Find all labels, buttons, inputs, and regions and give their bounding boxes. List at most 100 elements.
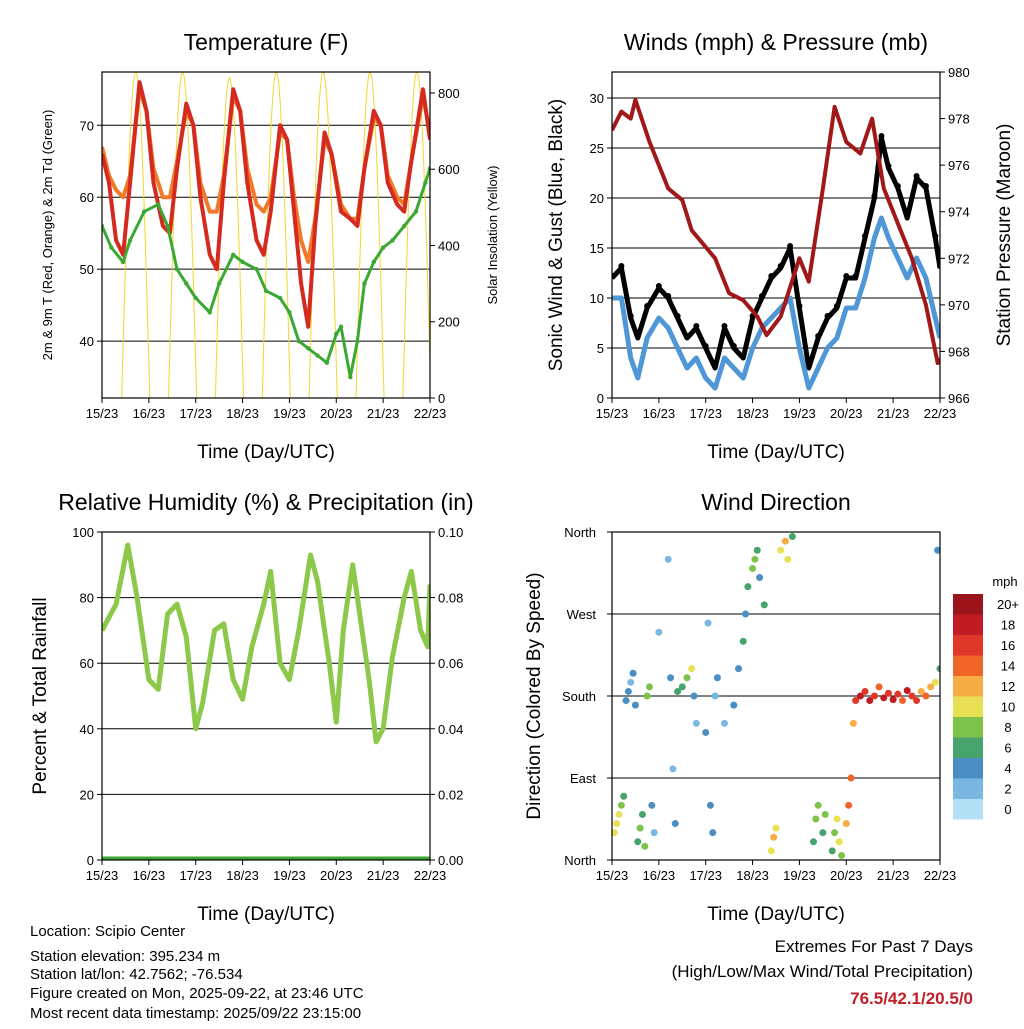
x-tick-label: 20/23: [320, 868, 353, 883]
wind-direction-point: [617, 801, 625, 809]
y-tick-label: West: [567, 607, 597, 622]
wind-direction-point: [831, 829, 839, 837]
wind-direction-point: [702, 728, 710, 736]
wind-direction-point: [742, 610, 750, 618]
wind-direction-point: [913, 697, 921, 705]
y2-axis-label: Station Pressure (Maroon): [994, 124, 1015, 347]
y2-tick-label: 972: [948, 251, 970, 266]
panel-4: [607, 531, 983, 865]
speed-legend: [953, 594, 983, 820]
wind-direction-point: [704, 619, 712, 627]
x-tick-label: 21/23: [877, 406, 910, 421]
gust-point: [665, 293, 672, 299]
gust-point: [894, 183, 901, 189]
wind-direction-point: [638, 810, 646, 818]
wind-direction-point: [847, 774, 855, 782]
wind-direction-point: [908, 692, 916, 700]
y2-tick-label: 0.08: [438, 591, 463, 606]
gust-point: [904, 213, 911, 219]
y2-tick-label: 966: [948, 391, 970, 406]
y-tick-label: 10: [590, 291, 604, 306]
y-axis-label: Direction (Colored By Speed): [524, 572, 545, 819]
extremes-values: 76.5/42.1/20.5/0: [850, 989, 973, 1008]
wind-direction-point: [875, 683, 883, 691]
wind-direction-point: [838, 851, 846, 859]
x-tick-label: 19/23: [783, 868, 816, 883]
gust-point: [740, 353, 747, 359]
x-tick-label: 15/23: [86, 406, 119, 421]
y-tick-label: 70: [80, 118, 94, 133]
gust-point: [634, 333, 641, 339]
gust-point: [787, 243, 794, 249]
gust-point: [878, 133, 885, 139]
wind-direction-point: [880, 694, 888, 702]
gust-point: [683, 333, 690, 339]
y-tick-label: 100: [72, 525, 94, 540]
legend-label: 10: [1001, 700, 1015, 715]
wind-direction-point: [667, 674, 675, 682]
wind-direction-point: [739, 637, 747, 645]
legend-label: 4: [1004, 761, 1011, 776]
wind-direction-point: [781, 537, 789, 545]
gust-point: [768, 273, 775, 279]
y-axis-label: 2m & 9m T (Red, Orange) & 2m Td (Green): [40, 110, 55, 361]
y2-tick-label: 0.00: [438, 853, 463, 868]
gust-point: [805, 363, 812, 369]
legend-swatch: [953, 676, 983, 697]
wind-direction-point: [664, 555, 672, 563]
gust-point: [612, 273, 615, 279]
wind-direction-point: [669, 765, 677, 773]
wind-direction-point: [622, 697, 630, 705]
gust-point: [674, 313, 681, 319]
y2-tick-label: 976: [948, 158, 970, 173]
series-rh-line: [102, 542, 430, 745]
wind-direction-point: [641, 842, 649, 850]
info-location: Location: Scipio Center: [30, 923, 185, 940]
wind-direction-point: [692, 719, 700, 727]
wind-direction-point: [899, 697, 907, 705]
x-tick-label: 18/23: [226, 406, 259, 421]
wind-direction-point: [634, 838, 642, 846]
wind-direction-point: [627, 678, 635, 686]
wind-direction-point: [655, 628, 663, 636]
y2-tick-label: 980: [948, 65, 970, 80]
x-tick-label: 16/23: [643, 868, 676, 883]
info-recent: Most recent data timestamp: 2025/09/22 2…: [30, 1005, 361, 1022]
wind-direction-point: [819, 829, 827, 837]
series-solar-insolation-peak: [168, 72, 198, 398]
legend-swatch: [953, 635, 983, 656]
wind-direction-point: [772, 824, 780, 832]
y-tick-label: 0: [597, 391, 604, 406]
wind-direction-point: [749, 564, 757, 572]
panel-1: [97, 71, 435, 403]
wind-direction-point: [770, 833, 778, 841]
y-tick-label: 40: [80, 722, 94, 737]
gust-point: [693, 323, 700, 329]
x-tick-label: 18/23: [736, 406, 769, 421]
wind-direction-point: [720, 719, 728, 727]
wind-direction-point: [620, 792, 628, 800]
wind-direction-point: [688, 665, 696, 673]
wind-direction-point: [845, 801, 853, 809]
panel-2: [607, 71, 945, 403]
wind-direction-point: [784, 555, 792, 563]
legend-swatch: [953, 799, 983, 820]
x-tick-label: 16/23: [133, 406, 166, 421]
legend-swatch: [953, 696, 983, 717]
y-tick-label: 20: [590, 191, 604, 206]
x-tick-label: 15/23: [596, 868, 629, 883]
wind-direction-point: [870, 692, 878, 700]
gust-point: [644, 303, 651, 309]
gust-point: [922, 183, 929, 189]
series-pressure-line: [612, 97, 940, 366]
y2-tick-label: 0: [438, 391, 445, 406]
gust-point: [833, 303, 840, 309]
wind-direction-point: [735, 665, 743, 673]
wind-direction-point: [884, 689, 892, 697]
x-tick-label: 21/23: [367, 406, 400, 421]
x-tick-label: 19/23: [783, 406, 816, 421]
wind-direction-point: [713, 674, 721, 682]
wind-direction-point: [751, 555, 759, 563]
plot-area: [612, 97, 940, 391]
